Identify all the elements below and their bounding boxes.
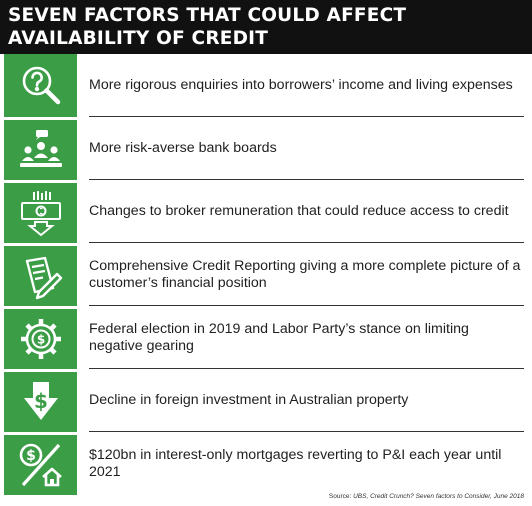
- divider: [89, 116, 524, 117]
- source-citation: UBS, Credit Crunch? Seven factors to Con…: [353, 493, 524, 500]
- divider: [89, 431, 524, 432]
- money-down-icon: [4, 183, 77, 243]
- divider: [89, 368, 524, 369]
- factor-text: Federal election in 2019 and Labor Party…: [89, 320, 469, 354]
- factor-text: Decline in foreign investment in Austral…: [89, 392, 409, 408]
- svg-text:$: $: [26, 448, 36, 464]
- list-item: $ Federal election in 2019 and Labor Par…: [0, 306, 532, 369]
- dollar-house-icon: $: [4, 435, 77, 495]
- factor-text: More rigorous enquiries into borrowers’ …: [89, 77, 513, 93]
- list-item: More risk-averse bank boards: [0, 117, 532, 180]
- factor-text: $120bn in interest-only mortgages revert…: [89, 446, 502, 480]
- list-item: Changes to broker remuneration that coul…: [0, 180, 532, 243]
- source-note: Source: UBS, Credit Crunch? Seven factor…: [329, 493, 524, 500]
- board-meeting-icon: [4, 120, 77, 180]
- svg-text:$: $: [36, 333, 44, 347]
- list-item: Comprehensive Credit Reporting giving a …: [0, 243, 532, 306]
- list-item: More rigorous enquiries into borrowers’ …: [0, 54, 532, 117]
- report-pen-icon: [4, 246, 77, 306]
- factor-text: Comprehensive Credit Reporting giving a …: [89, 257, 521, 291]
- svg-text:$: $: [34, 389, 48, 413]
- divider: [89, 242, 524, 243]
- dollar-gear-icon: $: [4, 309, 77, 369]
- divider: [89, 305, 524, 306]
- factor-text: Changes to broker remuneration that coul…: [89, 203, 509, 219]
- page-title: SEVEN FACTORS THAT COULD AFFECT AVAILABI…: [0, 0, 532, 54]
- factor-text: More risk-averse bank boards: [89, 140, 277, 156]
- dollar-down-arrow-icon: $: [4, 372, 77, 432]
- source-label: Source:: [328, 493, 352, 500]
- factor-list: More rigorous enquiries into borrowers’ …: [0, 54, 532, 495]
- list-item: $ Decline in foreign investment in Austr…: [0, 369, 532, 432]
- list-item: $ $120bn in interest-only mortgages reve…: [0, 432, 532, 495]
- divider: [89, 179, 524, 180]
- question-magnifier-icon: [4, 54, 77, 117]
